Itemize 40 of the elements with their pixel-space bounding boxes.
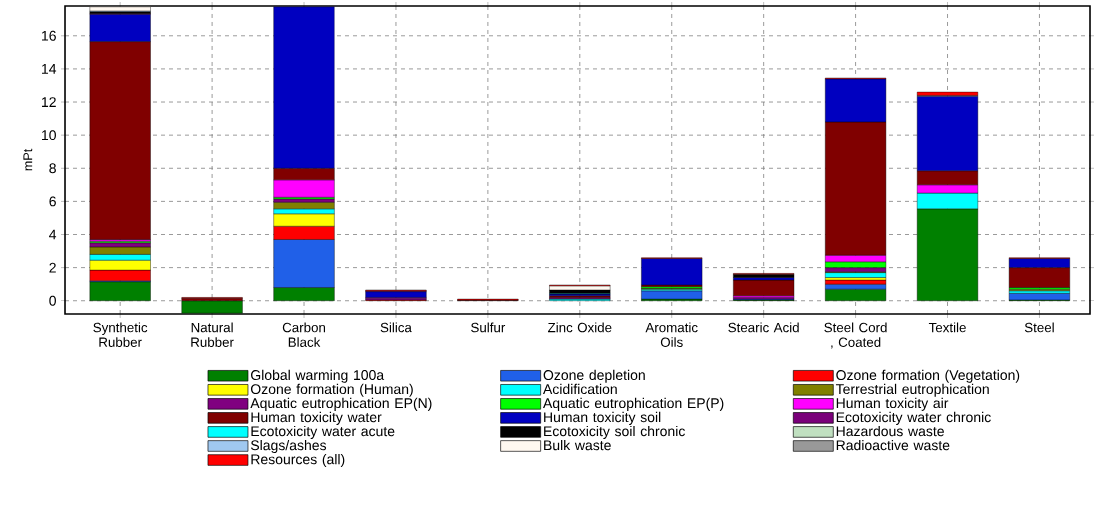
y-tick-label: 10 [42, 130, 56, 141]
y-axis-title: mPt [23, 148, 33, 171]
legend-label: Terrestrial eutrophication [835, 383, 989, 397]
x-tick-label: Steel Cord , Coated [824, 322, 887, 349]
legend-label: Aquatic eutrophication EP(N) [250, 397, 432, 411]
x-tick-label: Steel [1024, 322, 1054, 333]
y-tick-label: 2 [49, 262, 56, 273]
legend-label: Aquatic eutrophication EP(P) [543, 397, 724, 411]
x-tick-label: Aromatic Oils [645, 322, 698, 347]
x-tick-label: Zinc Oxide [548, 322, 612, 333]
legend-label: Human toxicity water [251, 411, 382, 425]
legend-label: Hazardous waste [836, 425, 944, 437]
x-tick-label: Synthetic Rubber [93, 322, 148, 347]
y-tick-label: 12 [42, 97, 56, 107]
x-tick-label: Sulfur [471, 322, 506, 333]
legend-label: Acidification [543, 383, 617, 395]
x-tick-label: Natural Rubber [191, 322, 234, 347]
legend-label: Ozone depletion [543, 369, 645, 383]
x-tick-label: Textile [928, 322, 966, 333]
y-tick-label: 6 [49, 196, 56, 207]
legend-label: Radioactive waste [836, 439, 950, 451]
legend-label: Human toxicity soil [544, 411, 661, 425]
legend-label: Bulk waste [544, 439, 611, 451]
legend-label: Ecotoxicity water acute [251, 425, 395, 439]
legend-label: Resources (all) [251, 454, 345, 468]
legend-label: Global warming 100a [251, 369, 385, 383]
legend-label: Ozone formation (Vegetation) [836, 369, 1020, 383]
x-tick-label: Carbon Black [282, 322, 326, 347]
legend-label: Human toxicity air [836, 397, 949, 411]
legend-label: Ecotoxicity soil chronic [544, 425, 685, 439]
legend-label: Ecotoxicity water chronic [836, 411, 991, 425]
legend-label: Slags/ashes [250, 439, 327, 454]
y-tick-label: 16 [42, 30, 56, 41]
y-tick-label: 4 [49, 229, 57, 240]
y-tick-label: 8 [49, 163, 56, 174]
x-tick-label: Stearic Acid [728, 322, 799, 333]
y-tick-label: 14 [42, 64, 57, 74]
legend-label: Ozone formation (Human) [250, 383, 413, 397]
y-tick-label: 0 [49, 295, 56, 306]
x-tick-label: Silica [380, 322, 412, 333]
